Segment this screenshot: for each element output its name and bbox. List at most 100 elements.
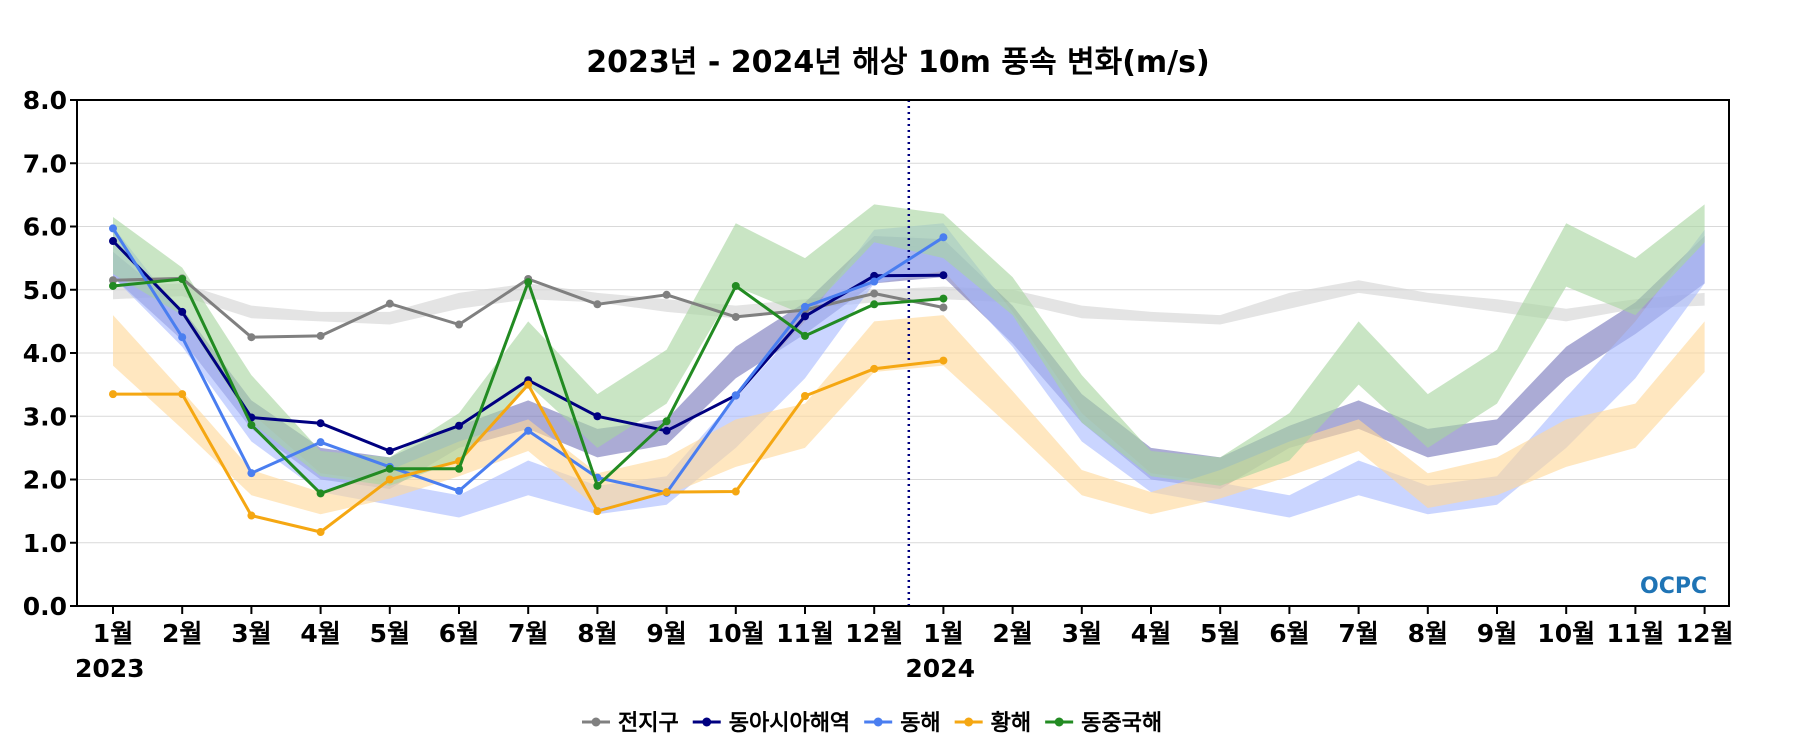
- series-point-0: [455, 320, 463, 329]
- y-tick-label: 6.0: [23, 213, 67, 242]
- series-point-3: [109, 390, 117, 399]
- legend-label: 동중국해: [1081, 711, 1162, 736]
- series-point-1: [593, 412, 602, 421]
- series-point-3: [870, 364, 879, 373]
- series-point-2: [939, 233, 948, 242]
- series-point-3: [801, 392, 809, 401]
- series-point-4: [455, 464, 463, 473]
- x-tick-label: 5월: [370, 619, 410, 648]
- series-point-0: [870, 289, 879, 298]
- series-point-4: [731, 281, 740, 290]
- series-point-1: [385, 447, 394, 456]
- year-labels: 2023 2024: [75, 654, 975, 683]
- series-point-1: [455, 421, 463, 430]
- x-tick-label: 11월: [776, 619, 834, 648]
- x-tick-label: 5월: [1200, 619, 1240, 648]
- series-point-4: [662, 417, 671, 426]
- legend-swatch-marker: [702, 717, 712, 727]
- y-tick-label: 2.0: [23, 466, 67, 495]
- series-point-4: [316, 489, 325, 498]
- y-tick-label: 8.0: [23, 86, 67, 115]
- series-point-3: [524, 380, 533, 389]
- chart-title: 2023년 - 2024년 해상 10m 풍속 변화(m/s): [586, 45, 1209, 80]
- series-point-0: [109, 276, 117, 285]
- series-point-0: [593, 300, 602, 309]
- series-point-3: [247, 511, 256, 520]
- series-point-1: [939, 271, 948, 280]
- series-point-0: [247, 333, 256, 342]
- band-series-3: [113, 315, 1705, 515]
- x-tick-label: 12월: [1676, 619, 1734, 648]
- year-label: 2024: [905, 654, 975, 683]
- x-tick-label: 8월: [577, 619, 617, 648]
- x-tick-label: 7월: [508, 619, 548, 648]
- series-point-2: [870, 277, 879, 286]
- series-point-4: [801, 331, 809, 340]
- series-point-3: [593, 507, 602, 516]
- x-tick-label: 12월: [845, 619, 903, 648]
- x-tick-label: 1월: [93, 619, 133, 648]
- legend-label: 황해: [991, 711, 1031, 736]
- series-point-1: [801, 312, 809, 321]
- x-tick-label: 2월: [162, 619, 202, 648]
- x-tick-label: 10월: [707, 619, 765, 648]
- series-point-0: [385, 299, 394, 308]
- x-tick-label: 10월: [1537, 619, 1595, 648]
- legend-swatch-marker: [1054, 717, 1064, 727]
- legend-swatch-marker: [873, 717, 883, 727]
- series-point-3: [939, 356, 948, 365]
- series-point-3: [316, 527, 325, 536]
- x-tick-label: 2월: [992, 619, 1032, 648]
- legend-label: 동아시아해역: [729, 711, 850, 736]
- year-label: 2023: [75, 654, 145, 683]
- x-tick-label: 6월: [1269, 619, 1309, 648]
- series-point-4: [385, 464, 394, 473]
- x-tick-label: 3월: [231, 619, 271, 648]
- series-point-2: [247, 469, 256, 478]
- series-point-2: [524, 426, 533, 435]
- y-tick-label: 0.0: [23, 592, 67, 621]
- series-point-2: [316, 438, 325, 447]
- x-tick-label: 1월: [923, 619, 963, 648]
- series-point-4: [939, 294, 948, 303]
- y-tick-label: 3.0: [23, 402, 67, 431]
- x-tick-label: 6월: [439, 619, 479, 648]
- series-point-3: [178, 390, 187, 399]
- logo-text: OCPC: [1640, 574, 1707, 599]
- series-point-0: [939, 303, 948, 312]
- series-point-2: [455, 486, 463, 495]
- series-point-2: [109, 224, 117, 233]
- series-point-1: [109, 237, 117, 246]
- x-tick-label: 9월: [646, 619, 686, 648]
- series-point-3: [385, 475, 394, 484]
- ocpc-logo: OCPC: [1640, 574, 1707, 599]
- x-tick-label: 11월: [1607, 619, 1665, 648]
- series-point-1: [316, 419, 325, 428]
- y-tick-label: 1.0: [23, 529, 67, 558]
- legend: 전지구 동아시아해역 동해 황해 동중국해: [582, 711, 1162, 736]
- y-tick-label: 7.0: [23, 149, 67, 178]
- series-point-1: [662, 426, 671, 435]
- x-tick-label: 3월: [1062, 619, 1102, 648]
- series-point-1: [870, 271, 879, 280]
- y-tick-label: 4.0: [23, 339, 67, 368]
- series-point-0: [731, 312, 740, 321]
- series-point-4: [593, 481, 602, 490]
- x-tick-label: 9월: [1477, 619, 1517, 648]
- series-point-4: [178, 274, 187, 283]
- x-tick-label: 8월: [1408, 619, 1448, 648]
- series-point-1: [178, 307, 187, 316]
- y-tick-label: 5.0: [23, 276, 67, 305]
- series-point-2: [801, 302, 809, 311]
- series-point-4: [524, 278, 533, 287]
- series-point-0: [316, 331, 325, 340]
- series-point-4: [109, 281, 117, 290]
- x-tick-label: 4월: [300, 619, 340, 648]
- x-axis: 1월 2월 3월 4월 5월 6월 7월 8월 9월 10월 11월 12월 1월 2월 3월 4월 5월 6월 7…: [93, 606, 1734, 648]
- series-point-3: [662, 488, 671, 497]
- legend-swatch-marker: [964, 717, 974, 727]
- legend-label: 전지구: [618, 711, 679, 736]
- series-point-4: [247, 421, 256, 430]
- legend-label: 동해: [900, 711, 940, 736]
